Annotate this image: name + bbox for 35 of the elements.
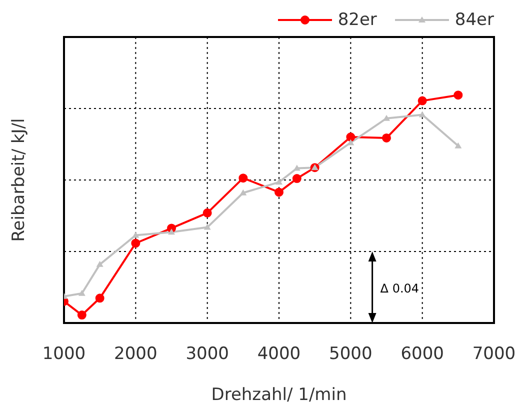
point (276, 178, 282, 185)
annotation: Δ 0.04 (380, 281, 420, 296)
point (202, 208, 212, 218)
point (347, 139, 354, 146)
point (418, 111, 426, 118)
x-tick-label: 5000 (329, 344, 372, 364)
point (78, 290, 86, 296)
legend-label: 82er (338, 10, 377, 30)
point (240, 189, 247, 196)
point (132, 232, 140, 238)
x-tick-label: 7000 (472, 344, 516, 364)
point (238, 174, 248, 183)
point (292, 174, 302, 184)
y-axis-title: Reibarbeit/ kJ/l (9, 118, 30, 242)
x-axis-title: Drehzahl/ 1/min (211, 385, 347, 405)
x-tick-label: 2000 (114, 344, 158, 364)
point (96, 260, 104, 267)
x-tick-label: 3000 (186, 344, 229, 364)
x-tick-label: 6000 (400, 344, 444, 364)
point (131, 238, 140, 248)
x-tick-label: 4000 (257, 344, 301, 364)
point (95, 294, 104, 303)
point (382, 133, 391, 142)
point (168, 228, 175, 235)
legend-label: 84er (454, 10, 494, 30)
point (418, 96, 427, 106)
point (383, 114, 390, 121)
point (77, 310, 86, 320)
x-tick-label: 1000 (42, 344, 86, 364)
point (454, 142, 462, 148)
point (454, 90, 463, 100)
point (204, 224, 211, 230)
point (274, 188, 284, 197)
point (346, 132, 356, 142)
point (293, 164, 300, 171)
